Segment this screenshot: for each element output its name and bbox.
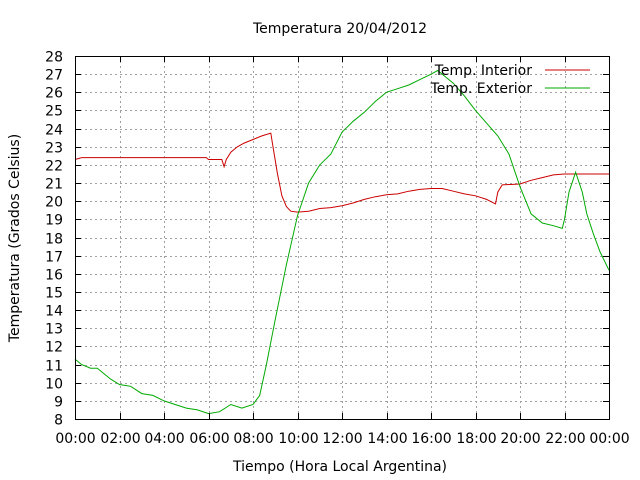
y-tick-label: 15 [45,286,63,302]
y-tick-label: 10 [45,377,63,393]
y-tick-label: 27 [45,68,63,84]
y-tick-label: 28 [45,50,63,66]
x-tick-label: 18:00 [456,431,496,447]
chart-title: Temperatura 20/04/2012 [252,21,427,37]
y-tick-label: 21 [45,177,63,193]
x-tick-label: 08:00 [233,431,273,447]
series-line-temp-interior [74,132,609,213]
y-tick-label: 8 [54,413,63,429]
x-tick-label: 14:00 [367,431,407,447]
y-tick-label: 24 [45,123,63,139]
tick-labels: 8 9 10 11 12 13 14 15 16 17 18 19 20 21 22 23 24 25 26 27 28… [45,50,630,448]
y-tick-label: 17 [45,250,63,266]
y-tick-label: 19 [45,213,63,229]
y-tick-label: 26 [45,86,63,102]
x-tick-label: 12:00 [322,431,362,447]
x-tick-label: 20:00 [500,431,540,447]
x-tick-label: 00:00 [589,431,629,447]
x-tick-label: 22:00 [545,431,585,447]
legend: Temp. Interior Temp. Exterior [430,63,590,97]
grid [75,56,609,419]
legend-label: Temp. Interior [434,63,533,79]
y-tick-label: 20 [45,195,63,211]
series-line-temp-exterior [74,69,610,415]
y-tick-label: 16 [45,268,63,284]
y-tick-label: 25 [45,104,63,120]
y-tick-label: 14 [45,304,63,320]
x-tick-label: 00:00 [55,431,95,447]
y-tick-label: 12 [45,340,63,356]
ticks [75,56,610,420]
x-tick-label: 16:00 [411,431,451,447]
y-tick-label: 23 [45,141,63,157]
y-tick-label: 13 [45,322,63,338]
y-axis-label: Temperatura (Grados Celsius) [7,134,23,343]
y-tick-label: 18 [45,232,63,248]
x-axis-label: Tiempo (Hora Local Argentina) [232,459,447,475]
legend-label: Temp. Exterior [430,81,533,97]
x-tick-label: 02:00 [100,431,140,447]
x-tick-label: 04:00 [144,431,184,447]
x-tick-label: 10:00 [278,431,318,447]
y-tick-label: 22 [45,159,63,175]
x-tick-label: 06:00 [189,431,229,447]
series-layer [74,69,610,415]
y-tick-label: 11 [45,359,63,375]
y-tick-label: 9 [54,395,63,411]
